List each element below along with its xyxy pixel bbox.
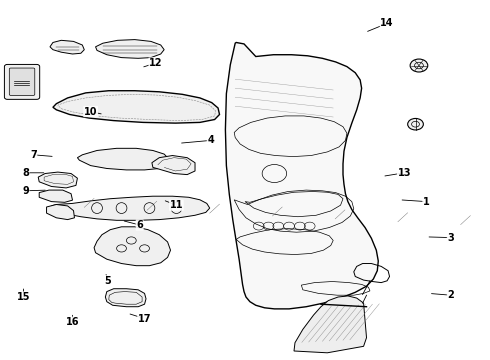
Text: 11: 11 xyxy=(170,200,183,210)
FancyBboxPatch shape xyxy=(4,64,40,99)
Circle shape xyxy=(410,59,428,72)
Polygon shape xyxy=(152,156,195,175)
Text: 5: 5 xyxy=(104,276,111,286)
Polygon shape xyxy=(39,190,73,202)
Text: 4: 4 xyxy=(207,135,214,145)
Polygon shape xyxy=(53,91,220,123)
Text: 7: 7 xyxy=(30,150,37,160)
Text: 12: 12 xyxy=(149,58,163,68)
Text: 10: 10 xyxy=(84,107,98,117)
Text: 9: 9 xyxy=(22,186,29,196)
Polygon shape xyxy=(47,204,74,220)
Text: 13: 13 xyxy=(397,168,411,178)
Text: 14: 14 xyxy=(380,18,394,28)
Text: 1: 1 xyxy=(423,197,430,207)
Text: 2: 2 xyxy=(447,290,454,300)
Polygon shape xyxy=(225,42,378,309)
FancyBboxPatch shape xyxy=(9,68,35,95)
Circle shape xyxy=(408,118,423,130)
Polygon shape xyxy=(96,40,164,58)
Polygon shape xyxy=(50,40,84,54)
Polygon shape xyxy=(105,289,146,307)
Polygon shape xyxy=(94,227,171,266)
Polygon shape xyxy=(77,148,169,170)
Text: 6: 6 xyxy=(136,220,143,230)
Polygon shape xyxy=(294,296,367,353)
Polygon shape xyxy=(38,172,77,188)
Text: 15: 15 xyxy=(17,292,30,302)
Polygon shape xyxy=(51,196,210,220)
Text: 17: 17 xyxy=(138,314,151,324)
Text: 3: 3 xyxy=(447,233,454,243)
Text: 16: 16 xyxy=(66,317,79,327)
Text: 8: 8 xyxy=(22,168,29,178)
